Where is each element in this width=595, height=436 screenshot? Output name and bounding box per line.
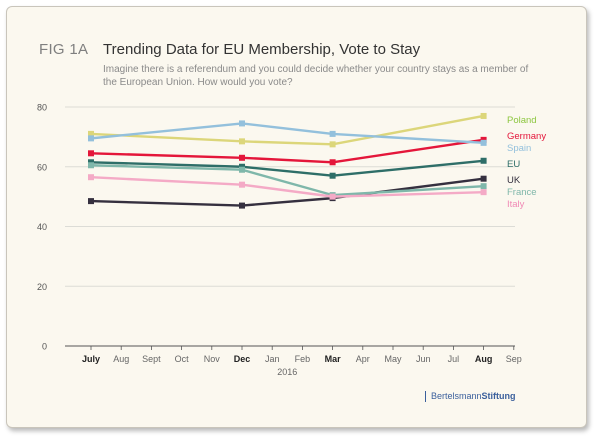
point-france-aug — [480, 183, 487, 190]
x-tick-label-0: July — [82, 354, 100, 364]
figure-subtitle: Imagine there is a referendum and you co… — [103, 64, 529, 88]
x-tick-label-12: Jul — [448, 354, 460, 364]
x-tick-label-6: Jan — [265, 354, 280, 364]
series-line-germany — [90, 138, 484, 164]
point-eu-aug — [480, 157, 487, 164]
point-spain-july — [88, 135, 94, 142]
point-france-july — [88, 162, 94, 169]
series-line-uk — [90, 177, 484, 207]
x-tick-label-14: Sep — [506, 354, 522, 364]
logo-part-2: Stiftung — [481, 391, 516, 401]
figure-label: FIG 1A — [39, 41, 89, 58]
series-line-poland — [90, 114, 484, 146]
x-tick-label-2: Sept — [142, 354, 161, 364]
x-tick-label-3: Oct — [175, 354, 190, 364]
logo-part-1: Bertelsmann — [431, 391, 482, 401]
point-italy-dec — [239, 181, 245, 188]
point-eu-mar — [329, 172, 336, 179]
y-tick-label-80: 80 — [37, 103, 47, 113]
series-label-uk: UK — [507, 175, 521, 186]
series-line-italy — [90, 176, 484, 198]
figure-frame: FIG 1A Trending Data for EU Membership, … — [6, 6, 587, 428]
x-tick-label-5: Dec — [234, 354, 251, 364]
point-france-dec — [239, 166, 245, 173]
series-label-eu: EU — [507, 159, 520, 170]
line-chart: 0 20 40 60 80 July Aug Sept Oct Nov Dec Jan Feb Mar Ap… — [37, 103, 546, 378]
point-italy-mar — [329, 193, 336, 200]
x-tick-label-7: Feb — [295, 354, 311, 364]
bertelsmann-stiftung-logo: BertelsmannStiftung — [425, 391, 516, 402]
point-uk-july — [88, 198, 94, 205]
figure-title: Trending Data for EU Membership, Vote to… — [103, 41, 421, 58]
y-tick-label-60: 60 — [37, 162, 47, 172]
series-line-eu — [90, 159, 484, 177]
point-poland-mar — [329, 141, 336, 148]
point-germany-dec — [239, 154, 245, 161]
x-tick-label-8: Mar — [325, 354, 342, 364]
series-label-poland: Poland — [507, 115, 537, 126]
point-poland-aug — [480, 112, 487, 119]
x-tick-label-10: May — [384, 354, 402, 364]
y-tick-label-20: 20 — [37, 282, 47, 292]
x-tick-label-4: Nov — [204, 354, 221, 364]
point-spain-aug — [480, 139, 487, 146]
x-tick-label-9: Apr — [356, 354, 370, 364]
x-tick-label-11: Jun — [416, 354, 431, 364]
point-poland-july — [88, 130, 94, 137]
series-label-italy: Italy — [507, 199, 525, 210]
point-spain-mar — [329, 130, 336, 137]
point-uk-aug — [480, 175, 487, 182]
point-uk-dec — [239, 202, 245, 209]
series-line-spain — [90, 122, 484, 145]
point-italy-july — [88, 174, 94, 181]
point-germany-mar — [329, 159, 336, 166]
series-label-germany: Germany — [507, 131, 546, 142]
y-tick-label-0: 0 — [42, 342, 47, 352]
series-label-spain: Spain — [507, 143, 531, 154]
y-tick-label-40: 40 — [37, 222, 47, 232]
series-label-france: France — [507, 187, 537, 198]
x-year-label: 2016 — [277, 367, 297, 377]
point-italy-aug — [480, 189, 487, 196]
x-tick-label-13: Aug — [475, 354, 493, 364]
point-poland-dec — [239, 138, 245, 145]
x-tick-label-1: Aug — [113, 354, 129, 364]
series-line-france — [90, 164, 484, 197]
point-germany-july — [88, 150, 94, 157]
point-spain-dec — [239, 120, 245, 127]
